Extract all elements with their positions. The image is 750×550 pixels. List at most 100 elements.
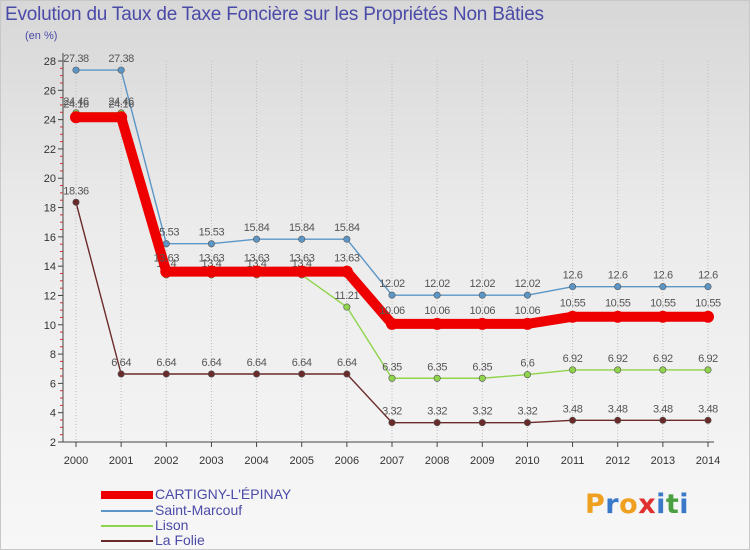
data-label-saint-marcouf: 15.84	[334, 222, 360, 234]
y-tick-label: 6	[50, 378, 56, 390]
x-tick-label: 2004	[244, 455, 268, 467]
data-label-lison: 6.35	[382, 361, 402, 373]
data-point-cartigny-l-pinay	[611, 310, 624, 323]
logo-letter: x	[638, 489, 657, 520]
data-point-la-folie	[162, 370, 170, 378]
legend-swatch-cartigny	[101, 491, 153, 499]
data-label-saint-marcouf: 27.38	[108, 53, 134, 65]
data-point-cartigny-l-pinay	[521, 317, 534, 330]
x-tick-label: 2005	[289, 455, 313, 467]
data-label-lison: 24.46	[108, 96, 134, 108]
data-point-saint-marcouf	[478, 291, 486, 299]
data-point-cartigny-l-pinay	[250, 265, 263, 278]
data-point-cartigny-l-pinay	[566, 310, 579, 323]
y-tick-label: 24	[44, 115, 56, 127]
y-tick-label: 16	[44, 232, 56, 244]
y-tick-label: 26	[44, 85, 56, 97]
data-label-lison: 6.92	[653, 353, 673, 365]
y-tick-label: 20	[44, 173, 56, 185]
data-label-saint-marcouf: 12.02	[515, 278, 541, 290]
data-label-la-folie: 3.48	[698, 403, 718, 415]
data-point-la-folie	[704, 416, 712, 424]
data-point-saint-marcouf	[253, 235, 261, 243]
data-label-cartigny-l-pinay: 13.63	[199, 253, 225, 265]
data-point-cartigny-l-pinay	[70, 111, 82, 124]
data-label-la-folie: 3.48	[653, 403, 673, 415]
x-tick-label: 2001	[109, 455, 133, 467]
y-tick-label: 2	[50, 437, 56, 449]
legend-swatch-saint-marcouf	[101, 510, 153, 512]
legend-item-cartigny: CARTIGNY-L'ÉPINAY	[101, 486, 361, 503]
data-point-la-folie	[388, 419, 396, 427]
data-label-saint-marcouf: 12.6	[698, 270, 718, 282]
data-point-cartigny-l-pinay	[295, 265, 308, 278]
data-label-saint-marcouf: 15.84	[289, 222, 315, 234]
legend-label-cartigny: CARTIGNY-L'ÉPINAY	[155, 486, 292, 502]
y-tick-label: 28	[44, 56, 56, 68]
data-point-saint-marcouf	[72, 66, 80, 74]
logo-letter: o	[619, 489, 639, 520]
data-point-cartigny-l-pinay	[340, 265, 353, 278]
data-point-la-folie	[523, 419, 531, 427]
data-point-lison	[433, 374, 441, 382]
x-tick-label: 2007	[380, 455, 404, 467]
logo-letter: r	[605, 489, 620, 520]
legend-label-la-folie: La Folie	[155, 532, 205, 548]
data-point-saint-marcouf	[298, 235, 306, 243]
data-point-saint-marcouf	[388, 291, 396, 299]
data-point-saint-marcouf	[433, 291, 441, 299]
data-label-cartigny-l-pinay: 10.55	[695, 298, 721, 310]
data-point-lison	[478, 374, 486, 382]
x-tick-label: 2008	[425, 455, 449, 467]
data-label-lison: 24.46	[63, 96, 89, 108]
legend-label-saint-marcouf: Saint-Marcouf	[155, 502, 243, 518]
data-point-cartigny-l-pinay	[702, 310, 714, 323]
data-label-la-folie: 3.32	[518, 406, 538, 418]
series-line-lison	[75, 112, 709, 379]
data-label-cartigny-l-pinay: 10.55	[650, 298, 676, 310]
data-point-saint-marcouf	[117, 66, 125, 74]
chart-title: Evolution du Taux de Taxe Foncière sur l…	[5, 4, 544, 25]
data-label-cartigny-l-pinay: 13.63	[244, 253, 270, 265]
data-label-la-folie: 6.64	[156, 357, 176, 369]
data-label-cartigny-l-pinay: 24.16	[108, 98, 134, 110]
data-point-saint-marcouf	[343, 235, 351, 243]
x-tick-label: 2003	[199, 455, 223, 467]
data-point-cartigny-l-pinay	[205, 265, 218, 278]
proxiti-logo: Proxiti	[585, 489, 689, 520]
data-label-cartigny-l-pinay: 10.06	[515, 305, 541, 317]
data-point-saint-marcouf	[523, 291, 531, 299]
data-point-lison	[523, 371, 531, 379]
x-tick-label: 2010	[515, 455, 539, 467]
data-label-la-folie: 3.48	[563, 403, 583, 415]
data-point-la-folie	[659, 416, 667, 424]
data-label-lison: 6.6	[520, 358, 534, 370]
data-point-la-folie	[478, 419, 486, 427]
legend-item-saint-marcouf: Saint-Marcouf	[101, 502, 361, 519]
data-label-la-folie: 3.48	[608, 403, 628, 415]
data-point-la-folie	[614, 416, 622, 424]
data-label-saint-marcouf: 12.02	[379, 278, 405, 290]
data-point-saint-marcouf	[704, 283, 712, 291]
data-label-saint-marcouf: 12.6	[563, 270, 583, 282]
data-label-lison: 6.35	[427, 361, 447, 373]
data-point-cartigny-l-pinay	[386, 317, 398, 330]
x-tick-label: 2011	[561, 455, 585, 467]
data-label-saint-marcouf: 27.38	[63, 53, 89, 65]
data-label-la-folie: 3.32	[427, 406, 447, 418]
data-point-cartigny-l-pinay	[476, 317, 489, 330]
x-tick-label: 2013	[651, 455, 675, 467]
data-label-la-folie: 6.64	[202, 357, 222, 369]
data-label-la-folie: 3.32	[382, 406, 402, 418]
data-label-cartigny-l-pinay: 10.06	[379, 305, 405, 317]
logo-letter: i	[656, 489, 666, 520]
data-point-lison	[569, 366, 577, 374]
data-label-la-folie: 6.64	[247, 357, 267, 369]
data-label-lison: 6.92	[608, 353, 628, 365]
data-point-la-folie	[207, 370, 215, 378]
data-point-la-folie	[433, 419, 441, 427]
data-point-la-folie	[298, 370, 306, 378]
data-point-saint-marcouf	[569, 283, 577, 291]
data-point-saint-marcouf	[614, 283, 622, 291]
